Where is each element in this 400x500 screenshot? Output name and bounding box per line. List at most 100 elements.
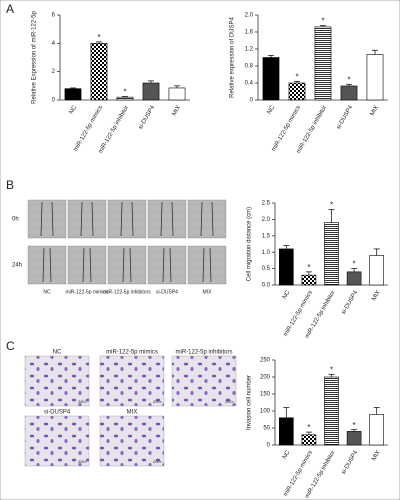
bar [168, 87, 186, 101]
significance: * [97, 33, 100, 42]
x-tick-label: NC [69, 104, 79, 115]
micrograph [99, 415, 165, 467]
wound-edge [131, 201, 134, 237]
micrograph [27, 245, 67, 285]
bar [278, 248, 294, 286]
bar [314, 26, 332, 101]
y-tick-label: 100 [260, 409, 271, 415]
wound-edge [82, 247, 85, 283]
bar [366, 54, 384, 101]
y-tick-label: 2.0 [262, 217, 271, 223]
wound-edge [200, 201, 203, 237]
image-label: miR-122-5p inhibitors [175, 350, 232, 356]
bar [301, 434, 317, 446]
y-axis-label: Invasion cell number [247, 375, 253, 430]
y-axis-label: Relative expression of DUSP4 [230, 16, 236, 97]
y-tick-label: 6 [52, 13, 56, 19]
wound-edge [120, 201, 123, 237]
y-axis-label: Cell migration distance (cm) [247, 207, 253, 281]
row-label: 24h [12, 263, 22, 269]
bar [324, 376, 339, 446]
wound-edge [160, 201, 163, 237]
wound-edge [42, 247, 45, 283]
x-tick-label: MIX [172, 105, 183, 117]
y-tick-label: 0 [250, 98, 254, 104]
bar [346, 271, 362, 286]
micrograph [171, 355, 237, 407]
bar [346, 431, 362, 446]
micrograph [187, 199, 227, 239]
bar [116, 96, 134, 101]
micrograph [107, 199, 147, 239]
micrograph [67, 199, 107, 239]
y-tick-label: 0 [267, 443, 271, 449]
panel-letter: A [6, 2, 14, 16]
scale-label: 200× [153, 459, 163, 464]
bar [142, 82, 160, 101]
y-tick-label: 0.0 [262, 283, 271, 289]
image-label: MIX [203, 289, 213, 295]
wound-edge [91, 201, 94, 237]
significance: * [330, 201, 333, 210]
x-tick-label: MIX [371, 290, 382, 302]
y-tick-label: 0.8 [245, 64, 254, 70]
scale-label: 200× [78, 459, 88, 464]
significance: * [307, 423, 310, 432]
micrograph [107, 245, 147, 285]
significance: * [353, 421, 356, 430]
wound-edge [49, 247, 52, 283]
image-label: si-DUSP4 [44, 410, 71, 416]
scale-label: 200× [225, 399, 235, 404]
wound-edge [162, 247, 165, 283]
wound-edge [169, 247, 172, 283]
image-label: miR-122-5p mimics [65, 289, 109, 295]
significance: * [321, 17, 324, 26]
micrograph [24, 355, 90, 407]
bar [288, 82, 306, 101]
wound-edge [202, 247, 205, 283]
significance: * [330, 365, 333, 374]
bar [369, 414, 385, 446]
bar [340, 85, 358, 101]
y-tick-label: 2 [52, 69, 56, 75]
micrograph [27, 199, 67, 239]
image-label: si-DUSP4 [156, 289, 178, 295]
wound-edge [51, 201, 54, 237]
y-tick-label: 0.4 [245, 81, 254, 87]
y-axis-label: Relative Expression of miR-122-5p [32, 10, 38, 103]
y-tick-label: 1.5 [262, 233, 271, 239]
scale-label: 200× [153, 399, 163, 404]
image-label: NC [43, 289, 51, 295]
wound-edge [89, 247, 92, 283]
y-tick-label: 200 [260, 375, 271, 381]
micrograph [147, 245, 187, 285]
y-tick-label: 0 [52, 98, 56, 104]
y-tick-label: 0.5 [262, 266, 271, 272]
wound-edge [129, 247, 132, 283]
panel-letter: C [6, 339, 15, 353]
wound-edge [40, 201, 43, 237]
significance: * [295, 72, 298, 81]
y-tick-label: 1.2 [245, 47, 254, 53]
image-label: NC [53, 350, 62, 356]
bar [278, 417, 294, 446]
micrograph [67, 245, 107, 285]
micrograph [24, 415, 90, 467]
y-tick-label: 150 [260, 392, 271, 398]
significance: * [307, 263, 310, 272]
x-tick-label: NC [267, 104, 277, 115]
x-tick-label: MIX [371, 450, 382, 462]
y-tick-label: 2.5 [262, 201, 271, 207]
wound-edge [80, 201, 83, 237]
y-tick-label: 2.0 [245, 13, 254, 19]
image-label: miR-122-5p inhibitors [103, 289, 151, 295]
image-label: MIX [127, 410, 138, 416]
y-tick-label: 250 [260, 358, 271, 364]
significance: * [353, 260, 356, 269]
y-tick-label: 50 [263, 426, 270, 432]
significance: * [347, 75, 350, 84]
y-tick-label: 1.6 [245, 30, 254, 36]
wound-edge [171, 201, 174, 237]
x-tick-label: MIX [370, 105, 381, 117]
